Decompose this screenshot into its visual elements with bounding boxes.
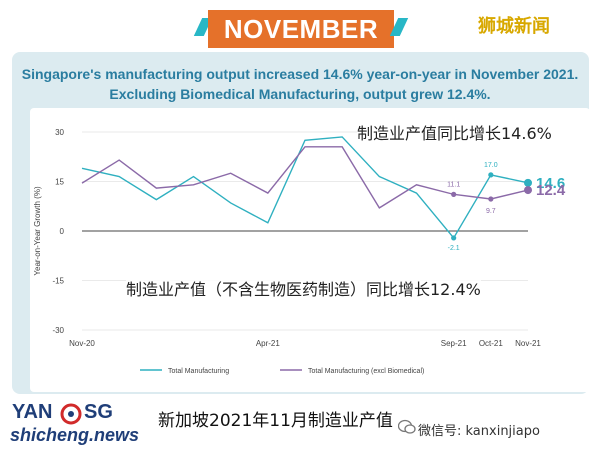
- data-point: [488, 172, 494, 178]
- y-tick-label: -30: [52, 326, 64, 335]
- x-tick-label: Apr-21: [256, 339, 281, 348]
- logo-text-right: SG: [84, 401, 113, 423]
- data-point: [488, 196, 494, 202]
- data-label: 17.0: [484, 162, 498, 169]
- legend-label: Total Manufacturing: [168, 368, 229, 375]
- data-label: 14.6: [536, 175, 565, 192]
- x-tick-label: Sep-21: [441, 339, 467, 348]
- y-tick-label: 30: [55, 128, 64, 137]
- series-line-total: [81, 136, 529, 240]
- data-point: [451, 235, 457, 241]
- logo-site: shicheng.news: [10, 425, 140, 445]
- wechat-icon: [398, 419, 416, 434]
- target-icon: [60, 403, 82, 425]
- wechat-id: 微信号: kanxinjiapo: [418, 424, 540, 439]
- x-tick-label: Nov-20: [69, 339, 95, 348]
- series-line-excl: [81, 146, 529, 209]
- plot-area: [30, 108, 590, 392]
- footer-caption: 新加坡2021年11月制造业产值: [158, 411, 393, 431]
- data-point: [451, 191, 457, 197]
- site-logo: YAN SG shicheng.news: [10, 401, 150, 449]
- y-axis-label: Year-on-Year Growth (%): [33, 186, 42, 276]
- y-tick-label: 15: [55, 178, 64, 187]
- subtitle-line2: Excluding Biomedical Manufacturing, outp…: [109, 86, 491, 102]
- data-point: [524, 186, 532, 195]
- subtitle-line1: Singapore's manufacturing output increas…: [21, 66, 579, 82]
- x-tick-label: Nov-21: [515, 339, 541, 348]
- brand-name: 狮城新闻: [478, 16, 550, 37]
- annotation-excl: 制造业产值（不含生物医药制造）同比增长12.4%: [126, 276, 481, 300]
- data-point: [524, 178, 532, 187]
- logo-text-left: YAN: [12, 401, 53, 423]
- data-label: 11.1: [447, 181, 460, 188]
- chart-subtitle: Singapore's manufacturing output increas…: [20, 64, 580, 104]
- y-tick-label: -15: [52, 277, 64, 286]
- data-label: 9.7: [486, 208, 496, 215]
- month-banner: NOVEMBER 2021: [208, 10, 394, 82]
- annotation-total: 制造业产值同比增长14.6%: [357, 120, 552, 144]
- x-tick-label: Oct-21: [479, 339, 504, 348]
- data-label: -2.1: [448, 245, 460, 252]
- data-label: 12.4: [536, 182, 566, 199]
- legend-label: Total Manufacturing (excl Biomedical): [308, 368, 424, 375]
- y-tick-label: 0: [60, 227, 65, 236]
